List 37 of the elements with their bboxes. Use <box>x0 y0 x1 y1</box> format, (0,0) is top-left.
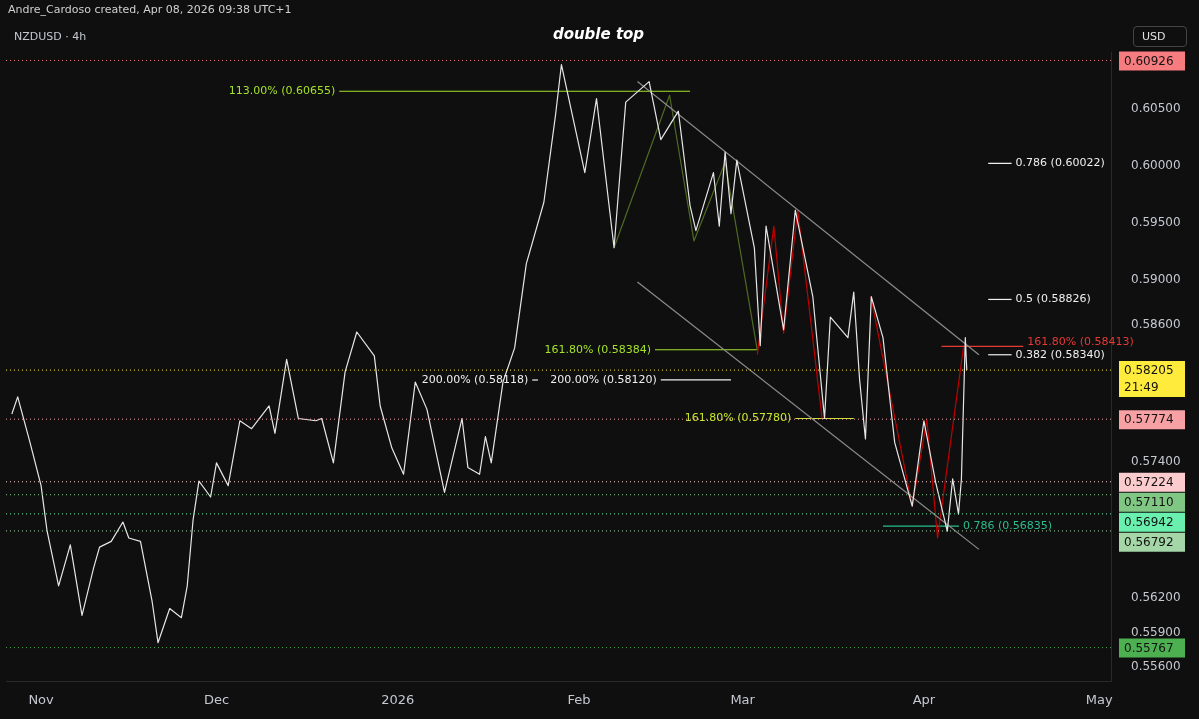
y-tick-label: 0.57400 <box>1131 453 1181 468</box>
ref-line-label: 0.55767 <box>1124 640 1174 655</box>
x-tick-label: May <box>1085 691 1114 707</box>
x-tick-label: Nov <box>28 691 55 707</box>
series-label: 0.786 (0.60022) <box>1015 156 1105 170</box>
y-tick-label: 0.56200 <box>1131 590 1181 605</box>
y-tick-label: 0.55600 <box>1131 658 1181 673</box>
x-tick-label: 2026 <box>381 691 415 707</box>
series-label: 0.786 (0.56835) <box>962 518 1053 532</box>
y-tick-label: 0.60500 <box>1131 101 1181 116</box>
ref-line-label: 0.57774 <box>1124 412 1174 427</box>
chart-title: double top <box>552 24 645 43</box>
ref-line-label: 0.56942 <box>1124 514 1174 529</box>
y-tick-label: 0.60000 <box>1131 157 1181 172</box>
ref-line-label: 0.57224 <box>1124 474 1174 489</box>
text: Andre_Cardoso created, Apr 08, 2026 09:38 UTC+1 <box>8 3 292 16</box>
ref-line-label: 0.57110 <box>1124 494 1174 509</box>
series-label: 161.80% (0.58384) <box>544 342 651 356</box>
series-label: 161.80% (0.58413) <box>1027 334 1134 348</box>
text: USD <box>1133 26 1187 47</box>
x-tick-label: Mar <box>730 691 756 707</box>
ref-line-label: 0.60926 <box>1124 53 1174 68</box>
series-label: 200.00% (0.58120) <box>550 372 657 386</box>
series-label: 0.382 (0.58340) <box>1015 347 1105 361</box>
y-tick-label: 0.58600 <box>1131 317 1181 332</box>
x-tick-label: Feb <box>567 691 591 707</box>
ref-line-label: 0.58205 21:49 <box>1124 363 1174 395</box>
y-tick-label: 0.55900 <box>1131 624 1181 639</box>
series-label: 0.5 (0.58826) <box>1015 292 1091 306</box>
y-tick-label: 0.59500 <box>1131 214 1181 229</box>
ref-line-label: 0.56792 <box>1124 534 1174 549</box>
series-label: 113.00% (0.60655) <box>228 84 336 98</box>
y-tick-label: 0.59000 <box>1131 271 1181 286</box>
x-tick-label: Apr <box>912 691 936 707</box>
text: NZDUSD · 4h <box>14 30 87 43</box>
x-tick-label: Dec <box>203 691 230 707</box>
series-label: 161.80% (0.57780) <box>684 411 792 425</box>
